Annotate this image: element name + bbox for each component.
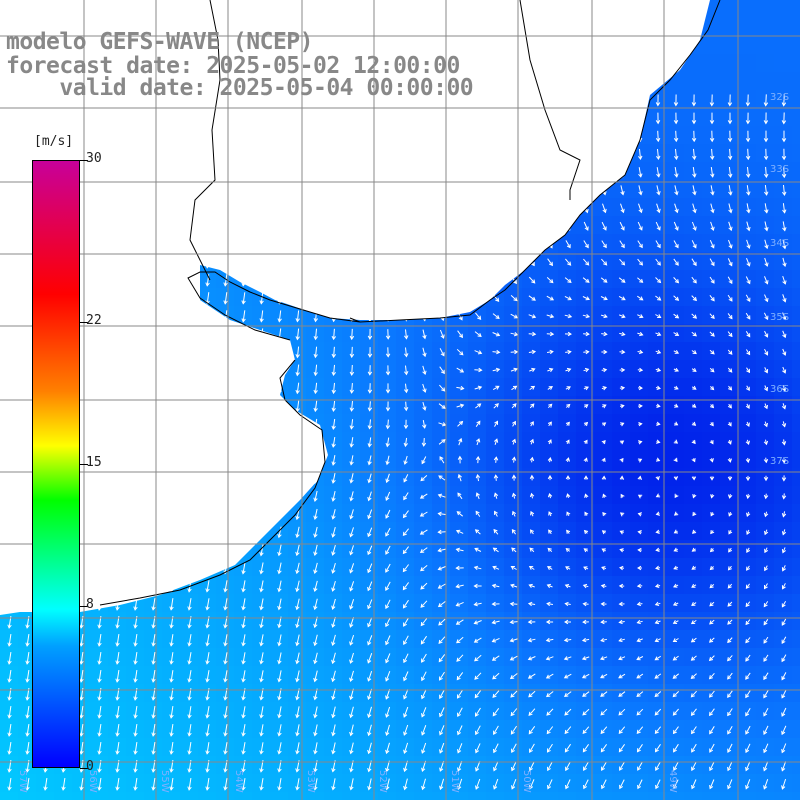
title-model: modelo GEFS-WAVE (NCEP) [6,29,314,55]
colorbar-tick-label: 8 [86,596,94,612]
lon-label: 52W [377,770,388,793]
colorbar-tick-mark [80,160,88,161]
colorbar-tick-label: 15 [86,455,102,470]
colorbar-tick-mark [80,322,88,324]
lat-label: 34S [770,238,789,249]
colorbar-unit: [m/s] [34,134,74,149]
colorbar-tick-label: 0 [86,759,94,774]
title-forecast-date: forecast date: 2025-05-02 12:00:00 [6,53,460,79]
coastline [99,0,721,606]
lon-label: 55W [159,770,170,793]
lat-label: 32S [770,92,789,103]
title-valid-date: valid date: 2025-05-04 00:00:00 [6,75,474,101]
colorbar [32,160,80,768]
colorbar-tick-mark [80,605,88,607]
lon-label: 51W [449,770,460,793]
lon-label: 54W [233,770,244,793]
colorbar-tick-label: 30 [86,151,102,166]
colorbar-tick-mark [80,768,88,769]
lat-label: 36S [770,384,789,395]
lon-label: 53W [305,770,316,793]
lon-label: 56W [87,770,98,793]
colorbar-tick-mark [80,464,88,465]
lat-label: 33S [770,164,789,175]
lon-label: 49W [667,770,678,793]
lat-label: 35S [770,312,789,323]
geographic-labels: 32S 33S 34S 35S 36S 37S 57W 56W 55W 54W 53W 52W 51W 5… [17,92,789,793]
lon-label: 50W [521,770,532,793]
land-mass [0,0,710,615]
lon-label: 57W [17,770,28,793]
colorbar-tick-label: 22 [86,313,102,329]
lat-label: 37S [770,456,789,467]
